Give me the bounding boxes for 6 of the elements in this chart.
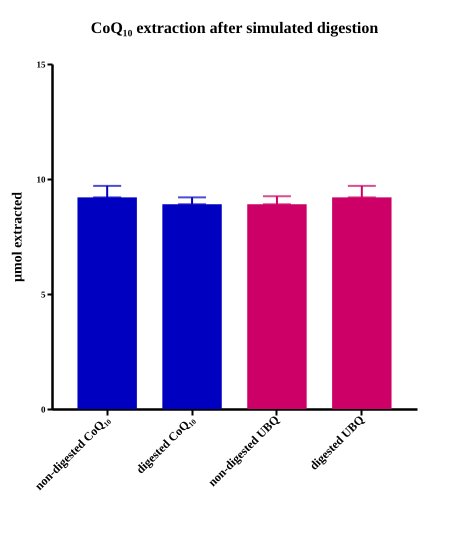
- y-tick-label: 5: [41, 290, 46, 300]
- y-tick-label: 10: [36, 174, 46, 184]
- chart-title: CoQ₁₀ extraction after simulated digestion: [90, 20, 378, 37]
- y-tick-label: 0: [41, 404, 46, 414]
- y-tick-label: 15: [36, 60, 46, 70]
- y-axis-title: µmol extracted: [10, 192, 26, 282]
